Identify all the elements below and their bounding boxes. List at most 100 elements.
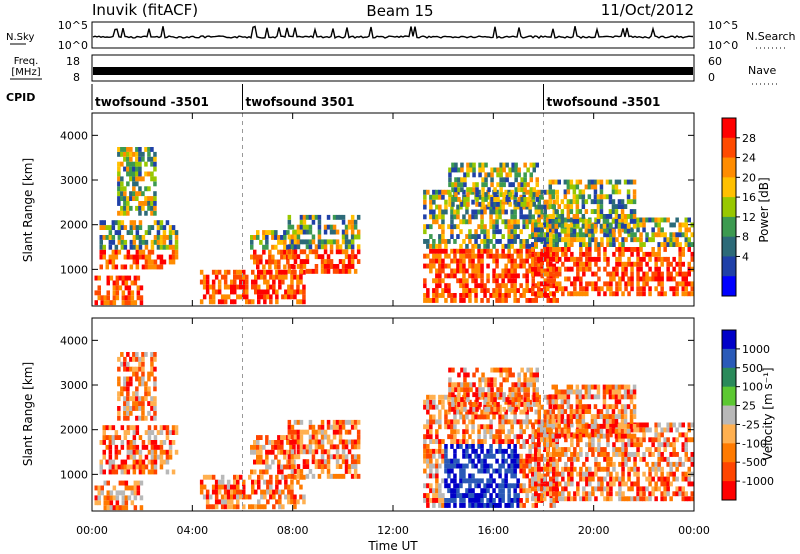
heat-cell xyxy=(507,498,511,503)
heat-cell xyxy=(681,291,685,297)
heat-cell xyxy=(223,489,228,495)
heat-cell xyxy=(457,167,461,173)
heat-cell xyxy=(599,223,604,229)
heat-cell xyxy=(466,192,470,197)
heat-cell xyxy=(579,232,583,238)
heat-cell xyxy=(423,278,427,284)
heat-cell xyxy=(226,499,231,505)
heat-cell xyxy=(615,291,619,297)
heat-cell xyxy=(621,456,625,462)
heat-cell xyxy=(513,498,517,503)
heat-cell xyxy=(645,422,649,428)
heat-cell xyxy=(293,259,298,264)
heat-cell xyxy=(486,478,490,484)
heat-cell xyxy=(239,494,243,500)
heat-cell xyxy=(111,259,116,265)
heat-cell xyxy=(123,156,127,162)
heat-cell xyxy=(549,491,553,497)
heat-cell xyxy=(435,219,439,225)
heat-cell xyxy=(481,387,485,393)
heat-cell xyxy=(516,458,520,464)
heat-cell xyxy=(317,244,322,250)
heat-cell xyxy=(534,419,538,425)
heat-cell xyxy=(109,495,114,501)
heat-cell xyxy=(139,505,144,511)
heat-cell xyxy=(549,466,553,472)
heat-cell xyxy=(435,189,439,195)
heat-cell xyxy=(356,434,361,440)
heat-cell xyxy=(144,147,148,152)
heat-cell xyxy=(660,276,664,282)
heat-cell xyxy=(645,427,649,433)
heat-cell xyxy=(529,177,533,183)
heat-cell xyxy=(620,409,625,414)
heat-cell xyxy=(438,453,442,459)
heat-cell xyxy=(124,275,129,281)
heat-cell xyxy=(153,196,157,201)
colorbar-tick-label: 12 xyxy=(742,211,756,224)
heat-cell xyxy=(666,481,670,487)
heat-cell xyxy=(654,286,658,292)
heat-cell xyxy=(326,469,331,474)
heat-cell xyxy=(495,293,499,298)
heat-cell xyxy=(138,406,142,411)
heat-cell xyxy=(168,235,173,240)
heat-cell xyxy=(546,283,550,289)
heat-cell xyxy=(480,458,484,464)
heat-cell xyxy=(356,214,361,220)
heat-cell xyxy=(669,461,673,467)
heat-cell xyxy=(584,228,589,234)
heat-cell xyxy=(481,201,485,207)
heat-cell xyxy=(308,214,313,220)
heat-cell xyxy=(531,503,535,508)
heat-cell xyxy=(269,269,273,275)
heat-cell xyxy=(141,235,146,240)
heat-cell xyxy=(435,448,439,454)
heat-cell xyxy=(566,204,571,209)
heat-cell xyxy=(451,382,455,388)
heat-cell xyxy=(120,151,124,157)
heat-cell xyxy=(102,440,106,445)
heat-cell xyxy=(147,249,152,255)
heat-cell xyxy=(344,444,349,450)
heat-cell xyxy=(429,263,433,269)
heat-cell xyxy=(557,404,561,410)
heat-cell xyxy=(153,239,158,245)
heat-cell xyxy=(532,377,536,383)
heat-cell xyxy=(561,496,565,502)
heat-cell xyxy=(579,242,583,247)
heat-cell xyxy=(576,276,580,282)
heat-cell xyxy=(274,259,278,265)
heat-cell xyxy=(546,414,550,420)
heat-cell xyxy=(248,474,252,480)
heat-cell xyxy=(645,261,649,267)
heat-cell xyxy=(199,269,204,275)
heat-cell xyxy=(123,401,127,406)
heat-cell xyxy=(566,228,571,234)
heat-cell xyxy=(519,419,523,425)
heat-cell xyxy=(129,239,134,245)
heat-cell xyxy=(441,448,445,454)
heat-cell xyxy=(150,161,154,167)
heat-cell xyxy=(675,261,679,267)
heat-cell xyxy=(280,254,284,260)
heat-cell xyxy=(495,448,499,454)
heat-cell xyxy=(492,273,496,279)
heat-cell xyxy=(432,263,436,269)
heat-cell xyxy=(469,382,473,388)
heat-cell xyxy=(441,239,445,244)
heat-cell xyxy=(602,394,607,400)
heat-cell xyxy=(502,197,506,202)
heat-cell xyxy=(514,382,518,388)
freq-frame xyxy=(91,54,695,82)
heat-cell xyxy=(478,162,482,168)
heat-cell xyxy=(537,442,541,448)
heat-cell xyxy=(147,196,151,201)
heat-cell xyxy=(519,434,523,440)
heat-cell xyxy=(293,429,298,435)
heat-cell xyxy=(465,278,469,284)
heat-cell xyxy=(552,247,556,252)
heat-cell xyxy=(438,439,442,444)
heat-cell xyxy=(579,276,583,282)
